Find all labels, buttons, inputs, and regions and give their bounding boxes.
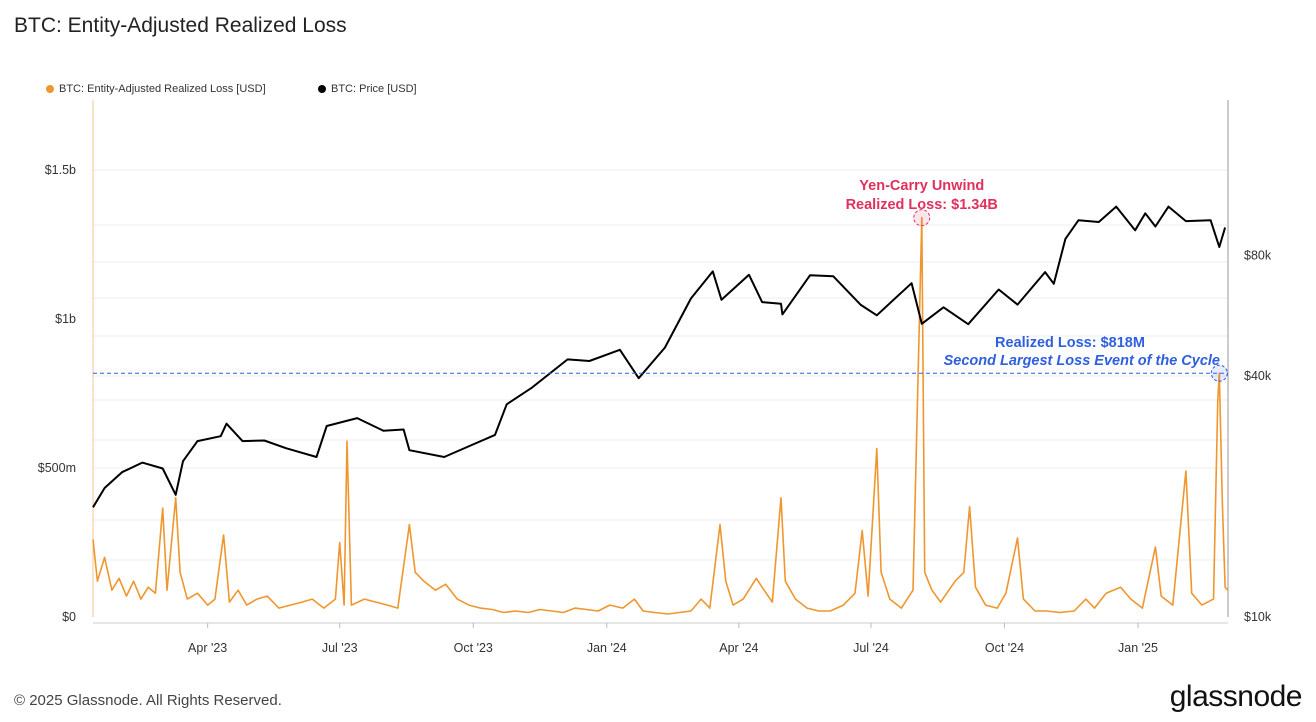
- x-tick-label: Jan '25: [1118, 641, 1158, 655]
- annotation-yen-carry-line2: Realized Loss: $1.34B: [846, 197, 998, 213]
- annotation-marker-818m: [1210, 364, 1228, 382]
- x-tick-label: Apr '23: [188, 641, 227, 655]
- y-left-tick-label: $0: [62, 610, 76, 624]
- y-left-tick-label: $1b: [55, 312, 76, 326]
- y-left-tick-label: $500m: [38, 461, 76, 475]
- x-tick-label: Oct '23: [454, 641, 493, 655]
- chart-title: BTC: Entity-Adjusted Realized Loss: [14, 14, 347, 37]
- annotation-yen-carry-line1: Yen-Carry Unwind: [859, 178, 984, 194]
- legend-item-price[interactable]: BTC: Price [USD]: [318, 83, 417, 95]
- legend-dot-orange-icon: [46, 85, 54, 93]
- legend-label: BTC: Price [USD]: [331, 83, 417, 95]
- legend-item-realized-loss[interactable]: BTC: Entity-Adjusted Realized Loss [USD]: [46, 83, 266, 95]
- legend-label: BTC: Entity-Adjusted Realized Loss [USD]: [59, 83, 266, 95]
- x-tick-label: Jul '24: [853, 641, 889, 655]
- copyright: © 2025 Glassnode. All Rights Reserved.: [14, 692, 282, 709]
- y-left-tick-label: $1.5b: [45, 163, 76, 177]
- annotation-818m-line2: Second Largest Loss Event of the Cycle: [944, 353, 1220, 369]
- realized-loss-line: [92, 216, 1229, 615]
- price-line: [92, 205, 1227, 508]
- x-tick-label: Jan '24: [587, 641, 627, 655]
- x-tick-label: Jul '23: [322, 641, 358, 655]
- annotation-818m-line1: Realized Loss: $818M: [995, 335, 1145, 351]
- glassnode-logo: glassnode: [1169, 680, 1303, 713]
- x-tick-label: Apr '24: [719, 641, 758, 655]
- x-tick-label: Oct '24: [985, 641, 1024, 655]
- y-right-tick-label: $80k: [1244, 249, 1272, 263]
- annotation-marker-yen-carry: [913, 209, 931, 227]
- y-right-tick-label: $40k: [1244, 369, 1272, 383]
- legend-dot-black-icon: [318, 85, 326, 93]
- y-right-tick-label: $10k: [1244, 610, 1272, 624]
